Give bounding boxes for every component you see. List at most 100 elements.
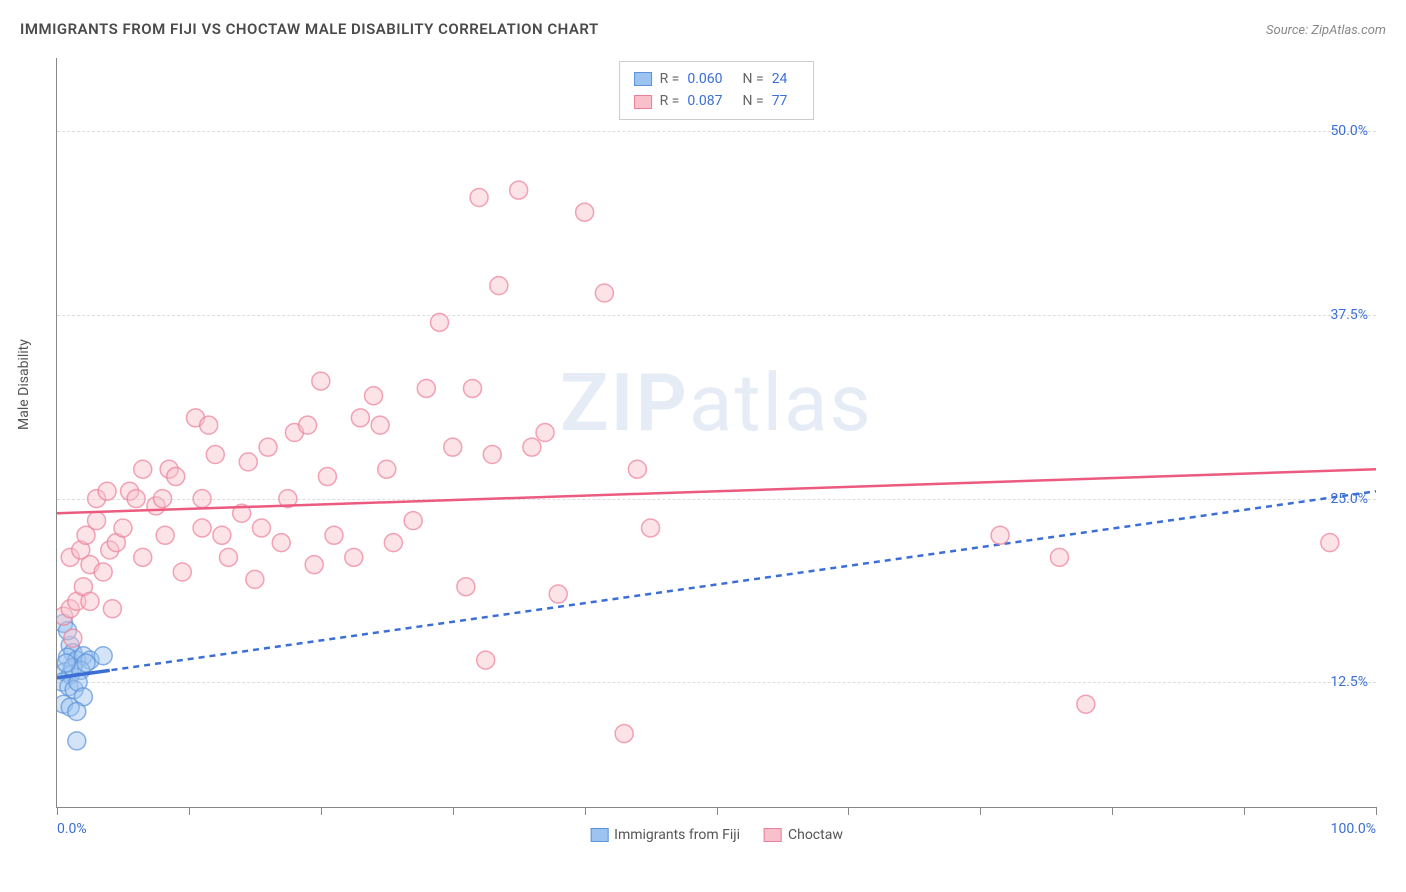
source-attribution: Source: ZipAtlas.com [1266,23,1386,38]
legend-swatch-choctaw [764,828,782,842]
data-point [200,416,218,434]
data-point [470,189,488,207]
data-point [57,654,75,672]
data-point [127,490,145,508]
legend-item-choctaw: Choctaw [764,827,843,843]
data-point [246,570,264,588]
xtick-label: 100.0% [1331,821,1376,837]
data-point [490,277,508,295]
xtick [848,807,849,815]
data-point [239,453,257,471]
xtick [1244,807,1245,815]
plot-area: ZIPatlas R = 0.060 N = 24 R = 0.087 N = … [56,58,1376,808]
data-point [463,379,481,397]
xtick [717,807,718,815]
data-point [549,585,567,603]
legend-label-fiji: Immigrants from Fiji [614,827,740,843]
data-point [134,460,152,478]
data-point [103,600,121,618]
data-point [371,416,389,434]
data-point [351,409,369,427]
data-point [523,438,541,456]
data-point [134,548,152,566]
data-point [365,387,383,405]
data-point [345,548,363,566]
data-point [404,512,422,530]
chart-title: IMMIGRANTS FROM FIJI VS CHOCTAW MALE DIS… [20,20,599,38]
xtick [585,807,586,815]
xtick-label: 0.0% [57,821,87,837]
xtick [189,807,190,815]
data-point [98,482,116,500]
data-point [536,424,554,442]
data-point [219,548,237,566]
n-value-fiji: 24 [772,68,788,90]
data-point [318,468,336,486]
data-point [384,534,402,552]
data-point [431,313,449,331]
data-point [483,446,501,464]
r-value-choctaw: 0.087 [687,90,722,112]
data-point [94,647,112,665]
legend-swatch-fiji [634,72,652,86]
data-point [312,372,330,390]
data-point [1050,548,1068,566]
n-label: N = [743,68,764,90]
data-point [510,181,528,199]
r-value-fiji: 0.060 [687,68,722,90]
data-point [81,592,99,610]
data-point [88,512,106,530]
xtick [1112,807,1113,815]
legend-bottom: Immigrants from Fiji Choctaw [590,827,843,843]
data-point [477,651,495,669]
data-point [114,519,132,537]
data-point [305,556,323,574]
n-value-choctaw: 77 [772,90,788,112]
data-point [167,468,185,486]
xtick [57,807,58,815]
xtick [980,807,981,815]
data-point [628,460,646,478]
trend-line [57,469,1376,513]
data-point [299,416,317,434]
data-point [77,654,95,672]
data-point [444,438,462,456]
data-point [68,732,86,750]
data-point [154,490,172,508]
data-point [68,703,86,721]
data-point [64,629,82,647]
legend-item-fiji: Immigrants from Fiji [590,827,740,843]
data-point [576,203,594,221]
r-label: R = [660,90,680,112]
data-point [206,446,224,464]
data-point [173,563,191,581]
data-point [193,490,211,508]
data-point [156,526,174,544]
legend-stats-box: R = 0.060 N = 24 R = 0.087 N = 77 [619,61,815,120]
data-point [417,379,435,397]
data-point [272,534,290,552]
data-point [615,725,633,743]
data-point [193,519,211,537]
data-point [325,526,343,544]
xtick [321,807,322,815]
data-point [378,460,396,478]
data-point [1321,534,1339,552]
n-label: N = [743,90,764,112]
title-bar: IMMIGRANTS FROM FIJI VS CHOCTAW MALE DIS… [20,20,1386,38]
legend-label-choctaw: Choctaw [788,827,843,843]
data-point [259,438,277,456]
xtick [1376,807,1377,815]
data-point [1077,695,1095,713]
xtick [453,807,454,815]
legend-swatch-fiji [590,828,608,842]
y-axis-label: Male Disability [16,339,32,430]
legend-swatch-choctaw [634,95,652,109]
data-point [94,563,112,581]
data-point [457,578,475,596]
r-label: R = [660,68,680,90]
chart-svg [57,58,1376,807]
legend-stats-row-fiji: R = 0.060 N = 24 [634,68,800,90]
data-point [213,526,231,544]
data-point [642,519,660,537]
